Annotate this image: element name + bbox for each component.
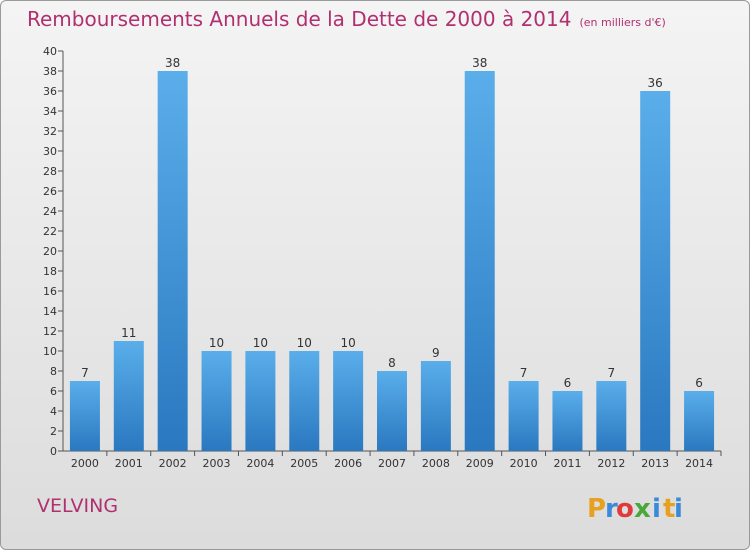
chart-title: Remboursements Annuels de la Dette de 20… xyxy=(27,7,666,31)
data-label-2001: 11 xyxy=(121,326,136,340)
y-tick-label: 36 xyxy=(43,85,57,98)
data-label-2011: 6 xyxy=(564,376,572,390)
x-tick-label-2000: 2000 xyxy=(71,457,99,470)
bar-2012 xyxy=(596,381,627,451)
x-tick-label-2001: 2001 xyxy=(115,457,143,470)
data-label-2004: 10 xyxy=(253,336,268,350)
bar-2002 xyxy=(157,71,188,451)
bar-2000 xyxy=(69,381,100,451)
x-tick-label-2008: 2008 xyxy=(422,457,450,470)
chart-unit: (en milliers d'€) xyxy=(579,16,666,29)
x-tick-label-2007: 2007 xyxy=(378,457,406,470)
y-tick-label: 16 xyxy=(43,285,57,298)
data-label-2010: 7 xyxy=(520,366,528,380)
logo-letter: P xyxy=(587,494,606,524)
y-tick-label: 0 xyxy=(50,445,57,458)
x-tick-label-2004: 2004 xyxy=(246,457,274,470)
x-tick-label-2009: 2009 xyxy=(466,457,494,470)
y-tick-label: 18 xyxy=(43,265,57,278)
y-tick-label: 2 xyxy=(50,425,57,438)
commune-name: VELVING xyxy=(37,495,119,517)
data-label-2003: 10 xyxy=(209,336,224,350)
bar-2008 xyxy=(420,361,451,451)
logo-letter: o xyxy=(616,494,634,524)
logo-letter: i xyxy=(674,494,683,524)
y-tick-label: 28 xyxy=(43,165,57,178)
data-label-2006: 10 xyxy=(340,336,355,350)
y-tick-label: 4 xyxy=(50,405,57,418)
data-label-2009: 38 xyxy=(472,56,487,70)
x-tick-label-2010: 2010 xyxy=(510,457,538,470)
bar-2011 xyxy=(552,391,583,451)
chart-title-text: Remboursements Annuels de la Dette de 20… xyxy=(27,7,572,31)
y-tick-label: 8 xyxy=(50,365,57,378)
x-tick-label-2013: 2013 xyxy=(641,457,669,470)
y-tick-label: 30 xyxy=(43,145,57,158)
x-tick-label-2011: 2011 xyxy=(553,457,581,470)
bar-2003 xyxy=(201,351,232,451)
proxiti-logo: Pro x i ti xyxy=(587,494,683,524)
x-tick-label-2006: 2006 xyxy=(334,457,362,470)
logo-letter: r xyxy=(605,494,618,524)
y-tick-label: 22 xyxy=(43,225,57,238)
data-label-2014: 6 xyxy=(695,376,703,390)
logo-letter: x xyxy=(634,494,651,524)
y-tick-label: 24 xyxy=(43,205,57,218)
bar-2010 xyxy=(508,381,539,451)
bar-2005 xyxy=(289,351,320,451)
y-tick-label: 10 xyxy=(43,345,57,358)
data-label-2012: 7 xyxy=(608,366,616,380)
bar-2006 xyxy=(333,351,364,451)
data-label-2000: 7 xyxy=(81,366,89,380)
x-tick-label-2014: 2014 xyxy=(685,457,713,470)
y-tick-label: 6 xyxy=(50,385,57,398)
data-label-2002: 38 xyxy=(165,56,180,70)
y-tick-label: 38 xyxy=(43,65,57,78)
logo-letter: i xyxy=(652,494,661,524)
y-tick-label: 20 xyxy=(43,245,57,258)
bar-2014 xyxy=(684,391,715,451)
y-tick-label: 12 xyxy=(43,325,57,338)
bar-2009 xyxy=(464,71,495,451)
x-tick-label-2005: 2005 xyxy=(290,457,318,470)
x-tick-label-2003: 2003 xyxy=(203,457,231,470)
bar-2001 xyxy=(113,341,144,451)
y-tick-label: 34 xyxy=(43,105,57,118)
bar-2013 xyxy=(640,91,671,451)
bar-2004 xyxy=(245,351,276,451)
bar-2007 xyxy=(377,371,407,451)
logo-letter: t xyxy=(663,494,675,524)
y-tick-label: 26 xyxy=(43,185,57,198)
x-tick-label-2012: 2012 xyxy=(597,457,625,470)
x-tick-label-2002: 2002 xyxy=(159,457,187,470)
y-tick-label: 40 xyxy=(43,45,57,58)
data-label-2008: 9 xyxy=(432,346,440,360)
data-label-2013: 36 xyxy=(648,76,663,90)
y-tick-label: 14 xyxy=(43,305,57,318)
data-label-2007: 8 xyxy=(388,356,396,370)
data-label-2005: 10 xyxy=(297,336,312,350)
y-tick-label: 32 xyxy=(43,125,57,138)
